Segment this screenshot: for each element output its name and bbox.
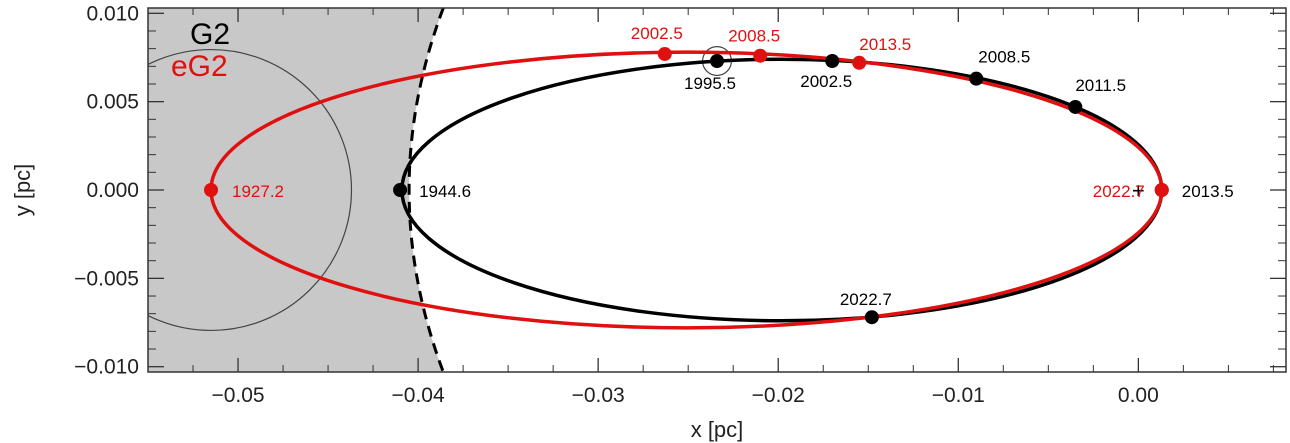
data-points-layer	[204, 46, 1169, 325]
label-eg2-2022-7: 2022.7	[1093, 182, 1145, 201]
legend-g2: G2	[190, 18, 230, 51]
tick-labels-layer: −0.05 −0.04 −0.03 −0.02 −0.01 0.00 0.010 0.005 0…	[74, 2, 1159, 407]
point-g2-2002-5	[825, 54, 840, 69]
label-eg2-2008-5: 2008.5	[728, 27, 780, 46]
x-axis-label: x [pc]	[691, 417, 744, 442]
label-g2-2008-5: 2008.5	[978, 48, 1030, 67]
orbit-g2	[400, 57, 1164, 323]
point-g2-1944-6	[393, 183, 408, 197]
label-g2-2013-5: 2013.5	[1182, 182, 1234, 201]
label-g2-2022-7: 2022.7	[840, 290, 892, 309]
label-eg2-1927-2: 1927.2	[232, 182, 284, 201]
label-g2-2011-5: 2011.5	[1075, 76, 1126, 95]
point-g2-2022-7	[864, 310, 879, 325]
shaded-region	[148, 8, 444, 372]
point-g2-1995-5	[710, 54, 724, 69]
legend-eg2: eG2	[171, 50, 228, 83]
central-mass-marker: +	[1132, 178, 1145, 203]
point-eg2-2022-7	[1154, 183, 1169, 197]
annotation-circle-1	[148, 48, 353, 332]
point-eg2-2013-5	[852, 55, 867, 70]
point-labels-layer: +2013.5 2011.5 2008.5 2002.5 1995.5 1944.6 202…	[232, 24, 1234, 309]
y-tick-label: −0.010	[74, 356, 139, 379]
point-eg2-2002-5	[657, 46, 672, 61]
x-tick-label: −0.01	[932, 384, 985, 407]
x-tick-label: −0.04	[392, 384, 445, 407]
x-tick-label: −0.05	[211, 384, 264, 407]
label-g2-2002-5: 2002.5	[800, 72, 852, 91]
label-g2-1995-5: 1995.5	[684, 74, 736, 93]
legend: G2 eG2	[171, 18, 230, 83]
point-g2-2008-5	[969, 71, 984, 86]
point-eg2-1927-2	[204, 183, 219, 197]
label-eg2-2013-5: 2013.5	[859, 35, 911, 54]
label-eg2-2002-5: 2002.5	[631, 24, 683, 43]
point-eg2-2008-5	[753, 48, 768, 63]
y-tick-label: −0.005	[74, 267, 139, 290]
point-g2-2011-5	[1068, 99, 1083, 114]
y-tick-label: 0.005	[86, 91, 139, 114]
shaded-region-layer	[148, 8, 445, 372]
axis-ticks-layer	[147, 8, 1286, 372]
y-tick-label: 0.010	[86, 2, 139, 25]
shaded-region-boundary	[407, 8, 445, 372]
x-tick-label: −0.03	[572, 384, 625, 407]
y-axis-label: y [pc]	[10, 164, 35, 217]
x-tick-label: −0.02	[752, 384, 805, 407]
y-tick-label: 0.000	[86, 179, 139, 202]
x-tick-label: 0.00	[1118, 384, 1159, 407]
label-g2-1944-6: 1944.6	[419, 182, 471, 201]
